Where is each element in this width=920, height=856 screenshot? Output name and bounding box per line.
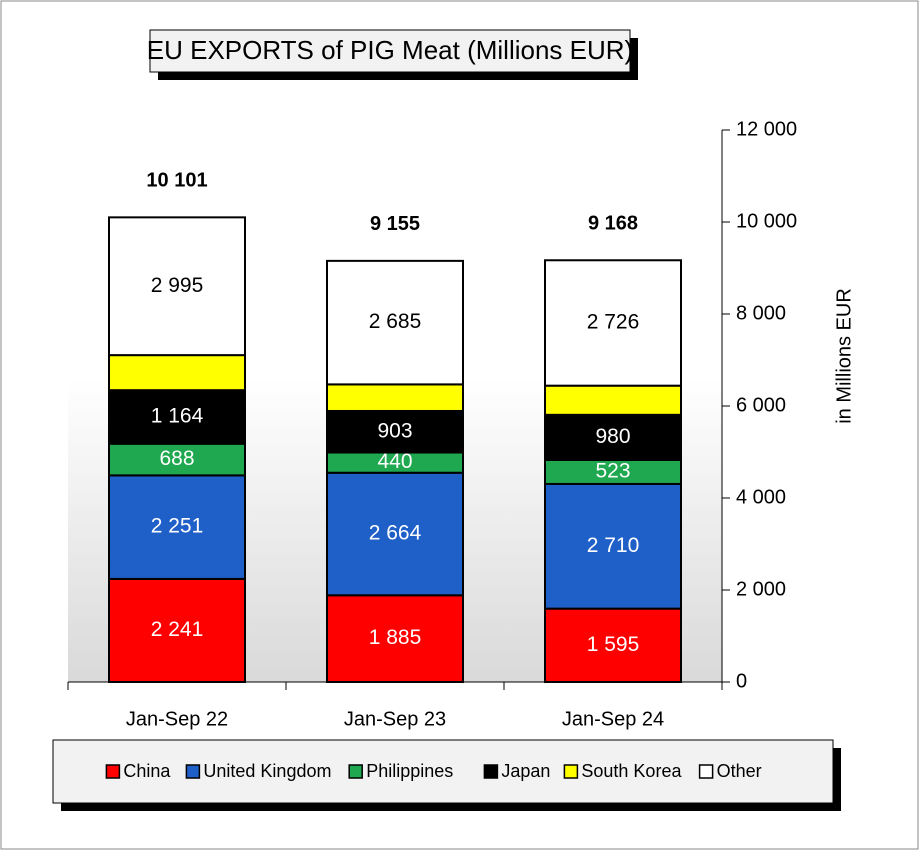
bar-segment: [108, 577, 246, 683]
legend-swatch: [483, 764, 499, 779]
legend-label: China: [123, 761, 171, 781]
bar-segment: [108, 389, 246, 445]
bar-segment: [108, 474, 246, 580]
bar-segment: [326, 383, 464, 412]
legend-label: Philippines: [366, 761, 453, 781]
bar-segment: [108, 354, 246, 392]
data-label: 440: [377, 450, 412, 473]
data-label: 980: [595, 425, 630, 448]
x-tick-label: Jan-Sep 23: [344, 708, 446, 730]
legend-label: South Korea: [581, 761, 682, 781]
data-label: 2 241: [151, 618, 204, 641]
legend-swatch: [185, 764, 201, 779]
y-tick-label: 0: [736, 670, 747, 692]
legend-label: United Kingdom: [203, 761, 331, 781]
data-label: 2 726: [587, 311, 640, 334]
data-label: 903: [377, 419, 412, 442]
y-tick-label: 12 000: [736, 118, 797, 140]
bar-segment: [544, 482, 682, 610]
y-tick-label: 6 000: [736, 394, 786, 416]
bar-segment: [326, 409, 464, 454]
data-label: 2 251: [151, 515, 204, 538]
bar-segment: [326, 471, 464, 597]
data-label: 2 995: [151, 274, 204, 297]
y-tick-label: 4 000: [736, 486, 786, 508]
legend-label: Other: [717, 761, 762, 781]
data-label: 1 164: [151, 404, 204, 427]
legend-label: Japan: [501, 761, 550, 781]
data-label: 688: [159, 447, 194, 470]
data-label: 1 595: [587, 633, 640, 656]
bar-segment: [544, 607, 682, 684]
y-tick-label: 10 000: [736, 210, 797, 232]
legend-swatch: [105, 764, 121, 779]
legend-swatch: [563, 764, 579, 779]
data-label: 2 664: [369, 522, 422, 545]
legend-swatch: [698, 764, 714, 779]
bar-segment: [326, 259, 464, 386]
bar-segment: [544, 384, 682, 416]
y-tick-label: 8 000: [736, 302, 786, 324]
x-tick-label: Jan-Sep 24: [562, 708, 664, 730]
chart-title: EU EXPORTS of PIG Meat (Millions EUR): [147, 35, 633, 65]
y-axis-label: in Millions EUR: [833, 288, 855, 424]
y-tick-label: 2 000: [736, 578, 786, 600]
bar-segment: [544, 458, 682, 485]
x-tick-label: Jan-Sep 22: [126, 708, 228, 730]
data-label: 1 885: [369, 626, 422, 649]
legend-swatch: [348, 764, 363, 779]
bar-segment: [544, 413, 682, 461]
title-box: [149, 29, 631, 73]
data-label: 2 710: [587, 534, 640, 557]
total-label: 9 168: [588, 213, 638, 235]
total-label: 10 101: [146, 170, 207, 192]
bar-segment: [544, 259, 682, 387]
total-label: 9 155: [370, 213, 420, 235]
data-label: 2 685: [369, 310, 422, 333]
data-label: 523: [595, 459, 630, 482]
bar-segment: [108, 216, 246, 357]
